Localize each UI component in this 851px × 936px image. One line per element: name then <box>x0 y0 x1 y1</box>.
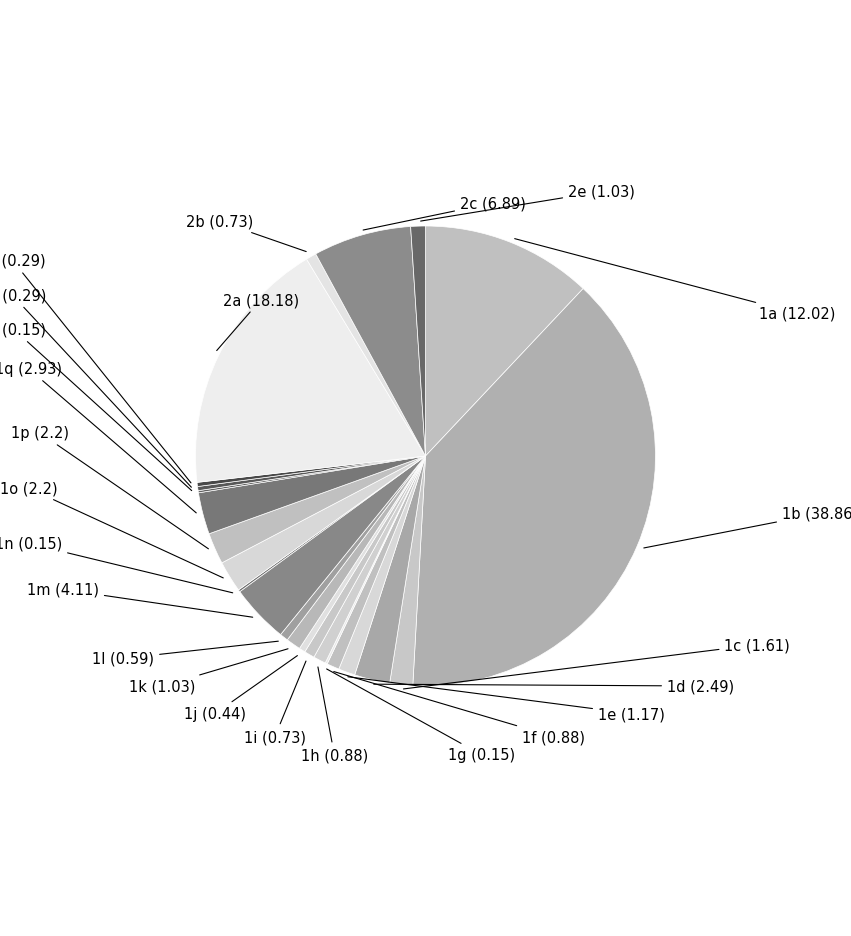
Wedge shape <box>411 227 426 457</box>
Text: 1b (38.86): 1b (38.86) <box>644 506 851 548</box>
Wedge shape <box>238 457 426 592</box>
Wedge shape <box>197 457 426 487</box>
Wedge shape <box>197 457 426 491</box>
Text: 2e (1.03): 2e (1.03) <box>420 184 635 222</box>
Text: 1u (0.29): 1u (0.29) <box>0 288 191 488</box>
Wedge shape <box>300 457 426 652</box>
Wedge shape <box>325 457 426 665</box>
Text: 1m (4.11): 1m (4.11) <box>27 582 253 618</box>
Text: 1h (0.88): 1h (0.88) <box>300 667 368 763</box>
Text: 2c (6.89): 2c (6.89) <box>363 197 526 231</box>
Wedge shape <box>198 457 426 493</box>
Wedge shape <box>288 457 426 649</box>
Wedge shape <box>314 457 426 664</box>
Wedge shape <box>209 457 426 563</box>
Wedge shape <box>316 227 426 457</box>
Text: 2a (18.18): 2a (18.18) <box>217 293 299 351</box>
Text: 1p (2.2): 1p (2.2) <box>11 426 208 549</box>
Text: 1j (0.44): 1j (0.44) <box>184 656 297 722</box>
Wedge shape <box>413 289 655 686</box>
Text: 1e (1.17): 1e (1.17) <box>348 677 665 722</box>
Wedge shape <box>240 457 426 635</box>
Wedge shape <box>196 260 426 483</box>
Wedge shape <box>306 255 426 457</box>
Text: 1n (0.15): 1n (0.15) <box>0 536 232 593</box>
Wedge shape <box>339 457 426 675</box>
Text: 1l (0.59): 1l (0.59) <box>92 641 278 666</box>
Wedge shape <box>305 457 426 657</box>
Text: 2b (0.73): 2b (0.73) <box>186 214 306 253</box>
Text: 1f (0.88): 1f (0.88) <box>334 672 585 744</box>
Text: 1o (2.2): 1o (2.2) <box>0 481 223 578</box>
Wedge shape <box>198 457 426 534</box>
Wedge shape <box>327 457 426 669</box>
Text: 1i (0.73): 1i (0.73) <box>244 662 306 744</box>
Wedge shape <box>222 457 426 591</box>
Wedge shape <box>426 227 583 457</box>
Text: 1c (1.61): 1c (1.61) <box>403 637 791 689</box>
Text: 1q (2.93): 1q (2.93) <box>0 361 197 513</box>
Text: 1a (12.02): 1a (12.02) <box>515 240 836 322</box>
Text: 1k (1.03): 1k (1.03) <box>129 649 288 694</box>
Text: 1v (0.29): 1v (0.29) <box>0 254 191 483</box>
Wedge shape <box>390 457 426 686</box>
Wedge shape <box>281 457 426 640</box>
Text: 1d (2.49): 1d (2.49) <box>374 679 734 694</box>
Wedge shape <box>355 457 426 683</box>
Text: 1g (0.15): 1g (0.15) <box>327 669 516 763</box>
Text: 1r (0.15): 1r (0.15) <box>0 323 191 491</box>
